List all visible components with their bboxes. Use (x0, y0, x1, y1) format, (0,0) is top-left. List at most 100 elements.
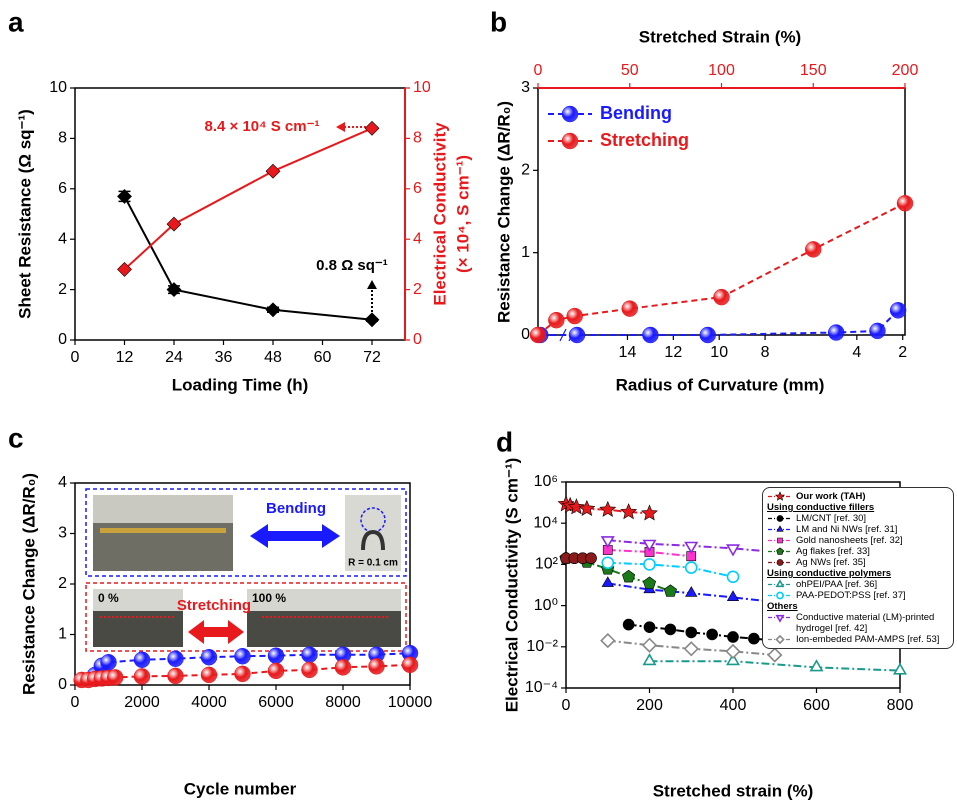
marker (529, 326, 547, 344)
marker (265, 163, 281, 179)
inset: Bending R = 0.1 cm Stretching 0 % 100 % (85, 488, 407, 652)
marker (686, 551, 697, 562)
marker (706, 628, 718, 641)
y-tick-label: 4 (58, 230, 67, 247)
legend-swatch (768, 559, 792, 566)
y-tick-label: 10² (535, 556, 559, 573)
marker (642, 326, 659, 344)
x-tick-label: 0 (562, 697, 571, 714)
marker (200, 648, 218, 666)
x-tick-label: 2000 (124, 694, 160, 711)
legend-label: Ag flakes [ref. 33] (796, 546, 870, 557)
marker (643, 558, 656, 571)
y-tick-label: 8 (58, 130, 67, 147)
marker (234, 647, 251, 665)
legend-marker (776, 525, 784, 532)
x-tick-label: 800 (887, 697, 914, 714)
marker (200, 666, 218, 684)
y-tick-label: 0 (521, 326, 530, 343)
legend-label: Stretching (600, 130, 689, 150)
x-tick-label: 8 (761, 344, 770, 361)
marker (600, 632, 616, 649)
y-tick-label: 0 (58, 676, 67, 693)
marker (726, 653, 740, 666)
marker (642, 576, 657, 589)
legend-swatch (768, 491, 792, 501)
marker (166, 216, 182, 232)
annotation: 0 % (98, 591, 119, 605)
marker (548, 311, 565, 329)
y-tick-label: 10⁻² (526, 638, 558, 655)
annotation: 8.4 × 10⁴ S cm⁻¹ (205, 118, 320, 135)
x-axis-label: Cycle number (184, 779, 297, 798)
marker (869, 322, 886, 340)
legend-swatch (768, 634, 792, 645)
y-tick-label: 2 (521, 162, 530, 179)
y-tick-label: 4 (58, 474, 67, 491)
marker (642, 539, 657, 552)
y2-tick-label: 0 (413, 331, 422, 348)
marker (601, 576, 614, 587)
series-line (607, 561, 734, 578)
y2-axis-label: (× 10⁴, S cm⁻¹) (453, 155, 472, 273)
x-tick-label: 10 (710, 344, 728, 361)
legend-swatch (768, 525, 792, 532)
marker (641, 637, 658, 653)
x-tick-label: 6000 (258, 694, 294, 711)
marker (364, 120, 380, 136)
photo (93, 589, 183, 611)
x-tick-label: 8000 (325, 694, 361, 711)
legend-heading: Using conductive fillers (767, 502, 875, 513)
marker (641, 504, 658, 521)
x-tick-label: 4000 (191, 694, 227, 711)
marker (601, 556, 615, 570)
photo (361, 529, 385, 551)
y-tick-label: 10⁶ (534, 473, 558, 490)
marker (568, 326, 586, 344)
x-tick-label: 0 (71, 349, 80, 366)
y-tick-label: 6 (58, 180, 67, 197)
marker (726, 570, 740, 584)
annotation: 0.8 Ω sq⁻¹ (316, 257, 388, 274)
photo (100, 528, 226, 533)
legend-label: Ag NWs [ref. 35] (796, 557, 866, 568)
x-tick-label: 400 (720, 697, 747, 714)
y2-tick-label: 10 (413, 79, 431, 96)
x-tick-label: 10000 (388, 694, 433, 711)
legend-heading: Using conductive polymers (767, 568, 892, 579)
marker (167, 650, 184, 667)
x2-tick-label: 0 (534, 62, 543, 79)
marker (599, 500, 617, 517)
marker (809, 659, 824, 672)
legend-swatch (768, 579, 792, 588)
marker (301, 646, 318, 663)
series-line (123, 127, 373, 271)
annotation: Bending (266, 500, 326, 517)
y-tick-label: 1 (521, 244, 530, 261)
y-tick-label: 10⁰ (534, 597, 558, 614)
marker (133, 668, 151, 685)
legend-label: Ion-embeded PAM-AMPS [ref. 53] (796, 634, 940, 645)
marker (364, 312, 380, 328)
legend-heading: Others (767, 601, 798, 612)
marker (566, 307, 583, 325)
legend-entry: LM and Ni NWs [ref. 31] (767, 524, 949, 535)
x-tick-label: 36 (215, 349, 233, 366)
legend-label: LM and Ni NWs [ref. 31] (796, 524, 898, 535)
x-axis-label: Radius of Curvature (mm) (616, 375, 825, 394)
x-tick-label: 200 (636, 697, 663, 714)
annotation: R = 0.1 cm (348, 558, 398, 569)
legend-marker (776, 515, 784, 522)
marker (896, 195, 914, 212)
legend-swatch (768, 537, 792, 544)
annotation: Stretching (177, 597, 251, 614)
panel-label: d (496, 426, 513, 457)
x2-tick-label: 200 (892, 62, 919, 79)
legend-entry: Ion-embeded PAM-AMPS [ref. 53] (767, 634, 949, 645)
marker (117, 261, 132, 277)
marker (301, 661, 318, 679)
legend-marker (561, 105, 579, 123)
y2-tick-label: 6 (413, 180, 422, 197)
